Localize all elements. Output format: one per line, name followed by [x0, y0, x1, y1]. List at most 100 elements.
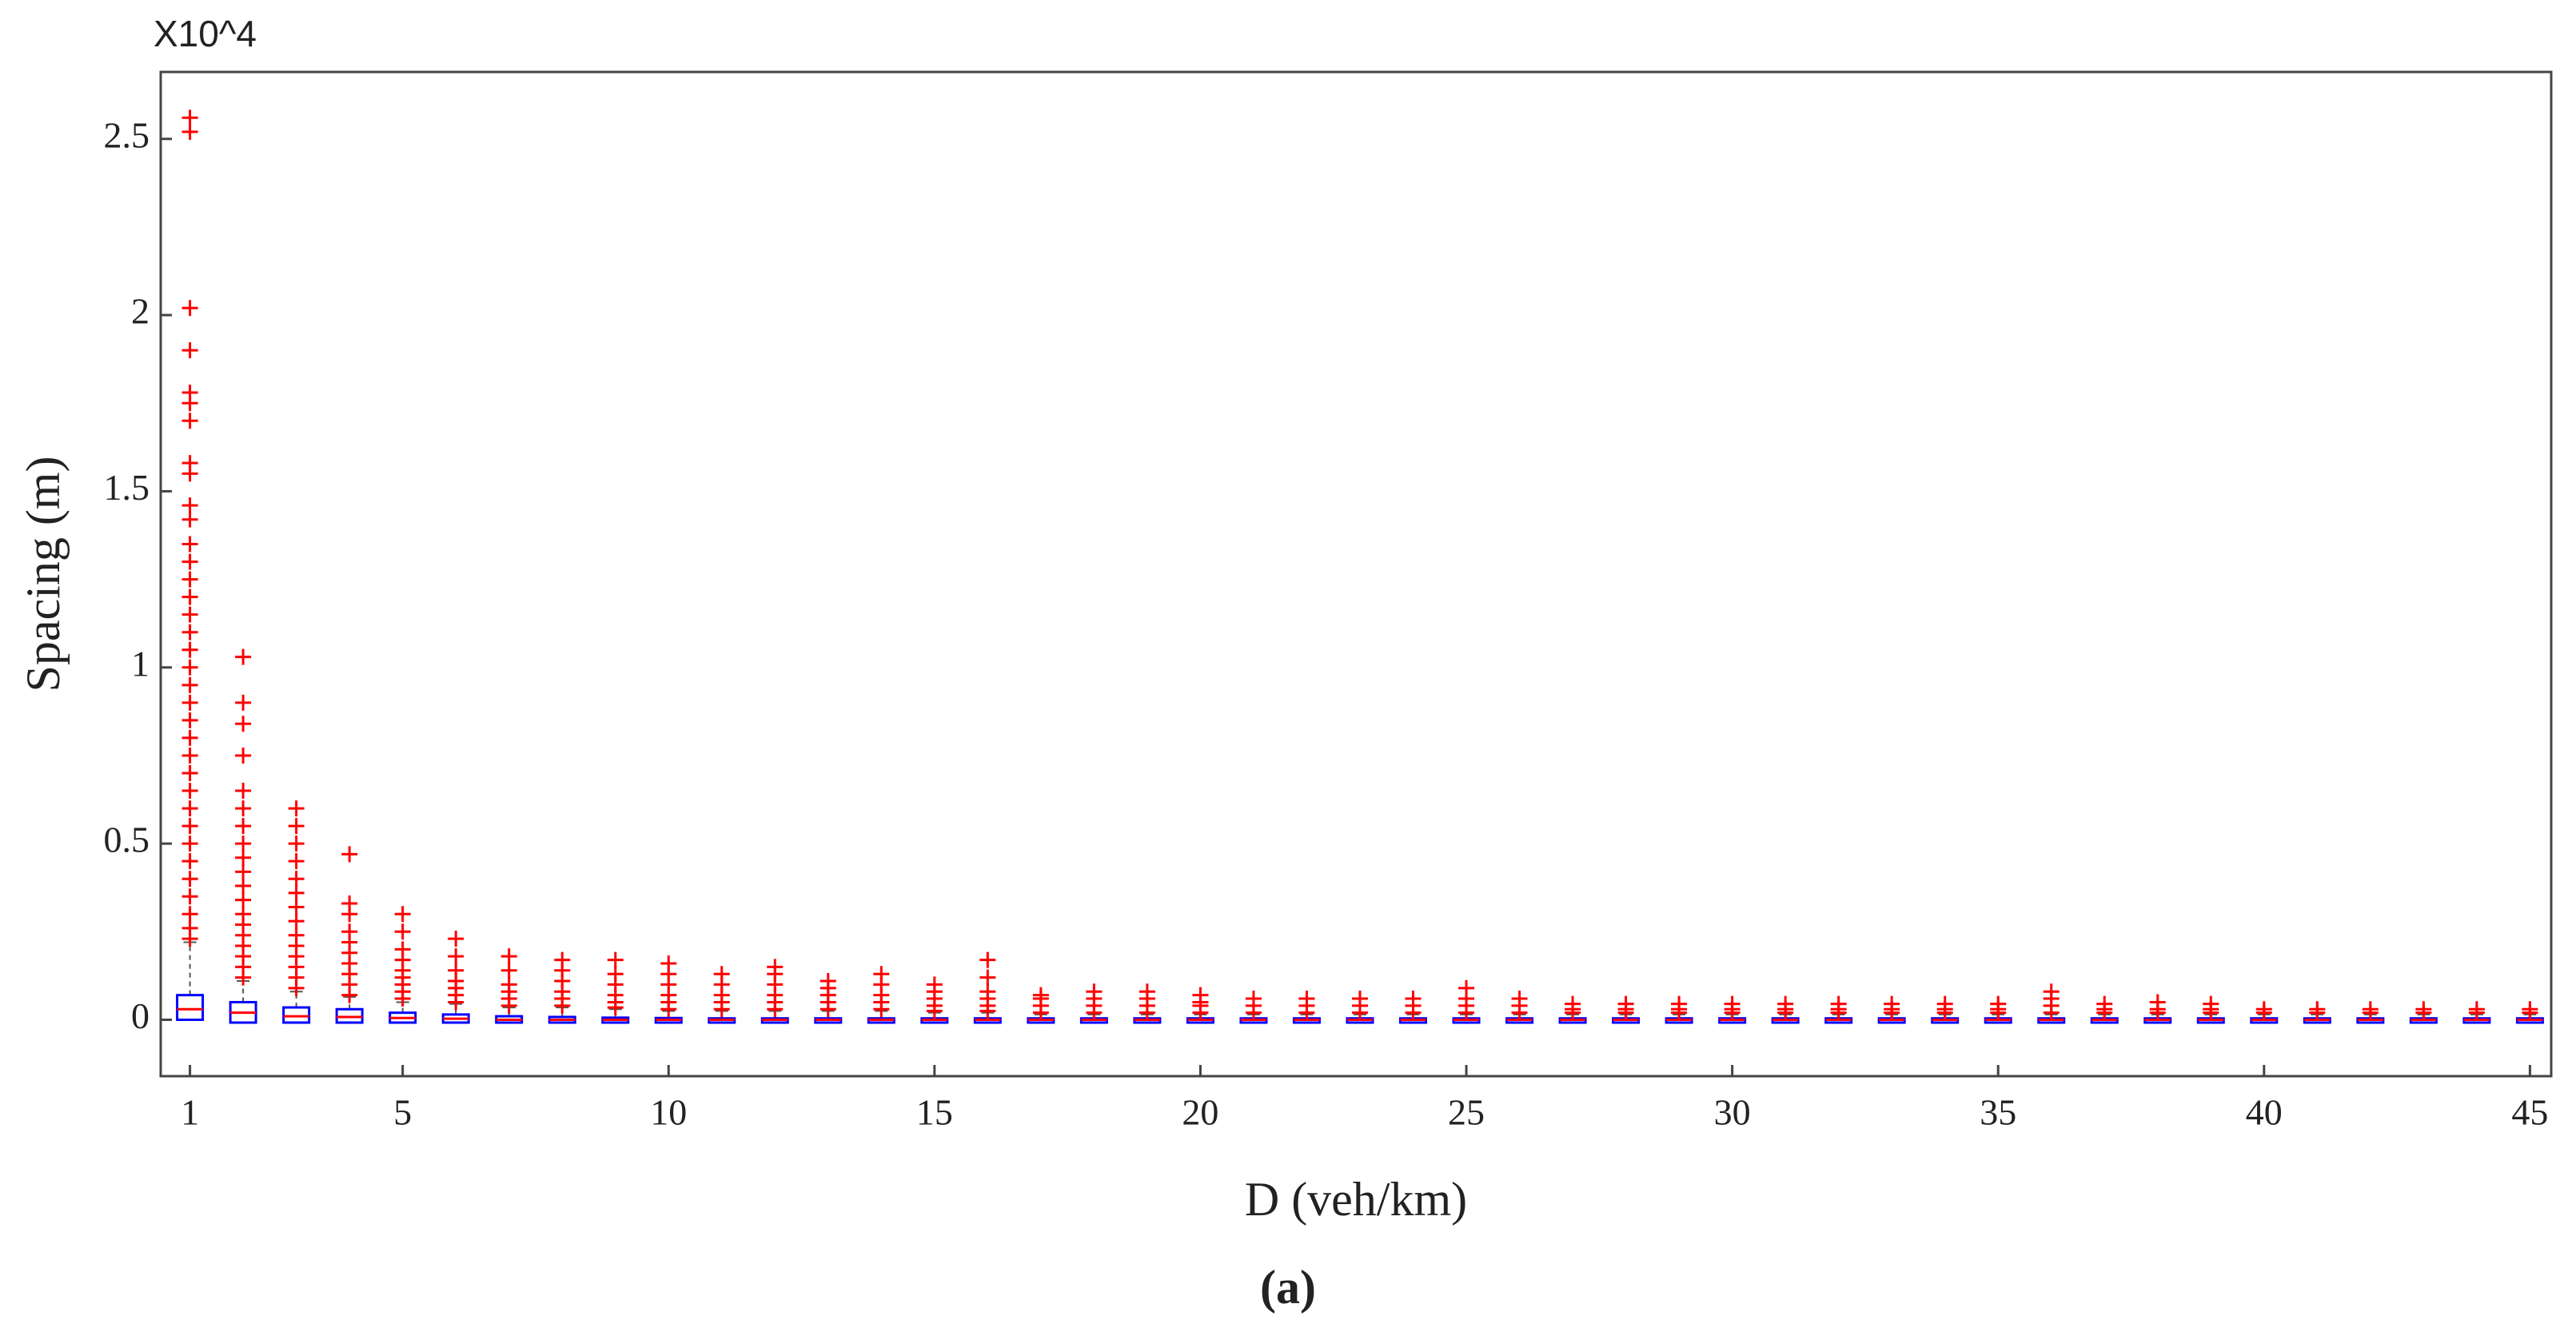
outlier: [819, 973, 836, 990]
outlier: [235, 818, 252, 835]
outlier: [500, 976, 517, 993]
outlier: [660, 955, 677, 971]
outlier: [2203, 995, 2219, 1012]
outlier: [235, 878, 252, 895]
outlier: [235, 694, 252, 711]
x-tick-label: 35: [1980, 1092, 2016, 1133]
plot-frame: [159, 70, 2553, 1078]
outlier: [288, 927, 305, 943]
x-tick-label: 15: [916, 1092, 953, 1133]
outlier: [235, 716, 252, 732]
outlier: [500, 962, 517, 979]
x-tick-label: 25: [1448, 1092, 1485, 1133]
outlier: [979, 969, 996, 986]
outlier: [394, 906, 411, 923]
outlier: [181, 536, 198, 552]
outlier: [181, 818, 198, 835]
outlier: [181, 853, 198, 870]
outlier: [1724, 995, 1741, 1012]
x-axis-label: D (veh/km): [1245, 1173, 1467, 1226]
outlier: [181, 110, 198, 126]
outlier: [181, 571, 198, 588]
outlier: [235, 783, 252, 800]
y-tick-label: 1.5: [104, 467, 150, 508]
outlier: [2522, 1001, 2538, 1018]
outlier: [235, 648, 252, 665]
outlier: [288, 899, 305, 915]
outlier: [181, 800, 198, 817]
outlier: [181, 606, 198, 623]
outlier: [979, 983, 996, 1000]
outlier: [979, 951, 996, 968]
outlier: [181, 385, 198, 401]
outlier: [288, 800, 305, 817]
x-tick-label: 10: [650, 1092, 687, 1133]
outlier: [1884, 995, 1900, 1012]
outlier: [1936, 995, 1953, 1012]
outlier: [181, 764, 198, 781]
outlier: [500, 948, 517, 965]
outlier: [288, 871, 305, 887]
outlier: [235, 863, 252, 880]
outlier: [181, 729, 198, 746]
outlier: [235, 906, 252, 923]
outlier: [288, 835, 305, 852]
outlier: [288, 818, 305, 835]
outlier: [1138, 983, 1155, 1000]
outlier: [181, 588, 198, 605]
x-tick-label: 20: [1182, 1092, 1218, 1133]
outlier: [181, 497, 198, 514]
outlier: [235, 835, 252, 852]
outlier: [181, 712, 198, 728]
outlier: [2043, 983, 2060, 1000]
outlier: [2149, 994, 2166, 1011]
outlier: [181, 659, 198, 676]
outlier: [235, 800, 252, 817]
outlier: [181, 919, 198, 936]
outlier: [926, 976, 943, 993]
y-tick-label: 2.5: [104, 114, 150, 155]
outlier: [713, 966, 730, 983]
outlier: [1458, 979, 1475, 996]
caption: (a): [1260, 1261, 1316, 1314]
outlier: [1245, 991, 1262, 1007]
outlier: [2096, 995, 2113, 1012]
outlier: [181, 783, 198, 800]
x-tick-label: 1: [181, 1092, 199, 1133]
outlier: [288, 884, 305, 901]
outlier: [2255, 1001, 2272, 1018]
y-tick-label: 0.5: [104, 820, 150, 860]
outlier: [1990, 995, 2007, 1012]
outlier: [235, 747, 252, 764]
outlier: [1671, 995, 1688, 1012]
outlier: [1086, 983, 1103, 1000]
outlier: [181, 123, 198, 140]
outlier: [394, 941, 411, 958]
outlier: [607, 966, 624, 983]
x-tick-label: 40: [2246, 1092, 2283, 1133]
outlier: [767, 959, 784, 975]
outlier: [235, 891, 252, 908]
outlier: [394, 923, 411, 940]
y-tick-label: 1: [131, 643, 150, 684]
outlier: [607, 951, 624, 968]
outlier: [448, 948, 465, 965]
x-tick-label: 45: [2511, 1092, 2548, 1133]
outlier: [181, 413, 198, 429]
outlier: [2362, 1001, 2379, 1018]
outlier: [448, 931, 465, 947]
outlier: [1351, 991, 1368, 1007]
outlier: [1830, 995, 1847, 1012]
outlier: [1511, 991, 1528, 1007]
outlier: [341, 923, 358, 940]
outlier: [181, 342, 198, 359]
outlier: [181, 747, 198, 764]
x-tick-label: 30: [1714, 1092, 1751, 1133]
outlier: [181, 641, 198, 658]
outlier: [341, 846, 358, 863]
outlier: [1565, 995, 1581, 1012]
box: [176, 994, 205, 1021]
outlier: [181, 906, 198, 923]
